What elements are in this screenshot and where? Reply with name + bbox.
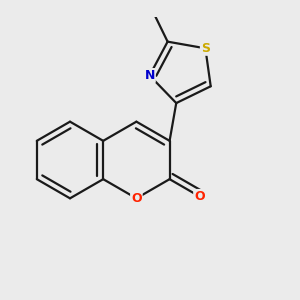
Text: O: O xyxy=(194,190,205,203)
Text: N: N xyxy=(144,69,155,82)
Text: O: O xyxy=(131,192,142,205)
Text: S: S xyxy=(201,42,210,55)
